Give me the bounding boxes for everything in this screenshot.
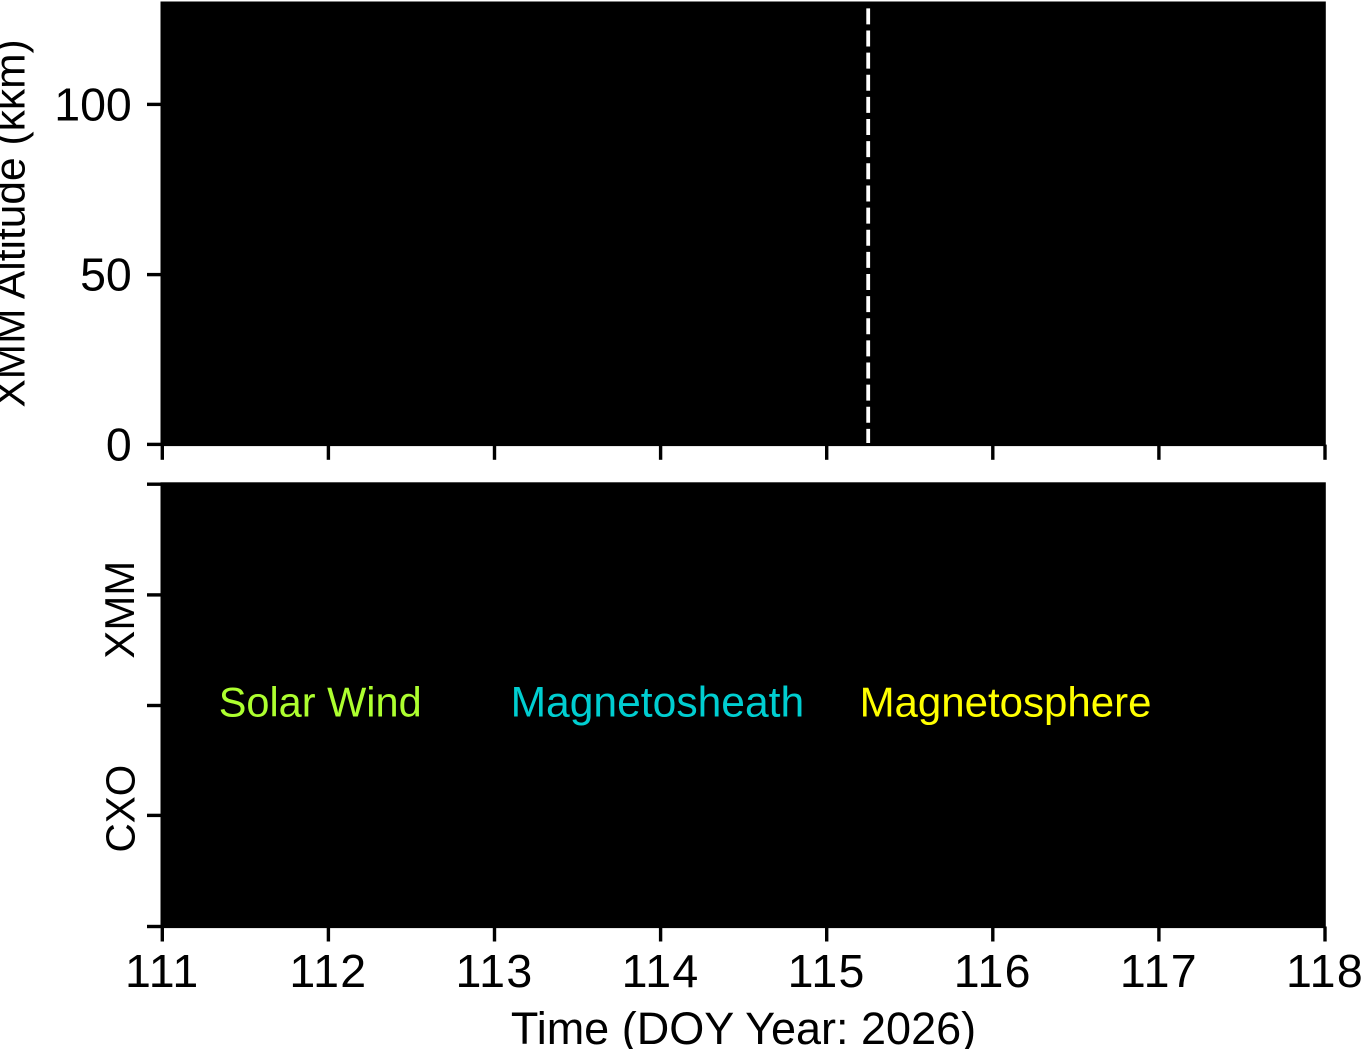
svg-text:100: 100 [54,78,132,130]
svg-text:114: 114 [622,945,700,997]
svg-text:XMM: XMM [96,561,143,659]
svg-text:112: 112 [289,945,367,997]
svg-text:50: 50 [80,249,132,301]
svg-text:Time (DOY Year: 2026): Time (DOY Year: 2026) [511,1003,976,1049]
svg-text:Solar Wind: Solar Wind [219,679,422,726]
svg-text:116: 116 [954,945,1032,997]
svg-text:Magnetosphere: Magnetosphere [860,679,1152,726]
svg-text:115: 115 [788,945,866,997]
svg-text:118: 118 [1286,945,1361,997]
svg-text:111: 111 [125,945,200,997]
svg-text:Magnetosheath: Magnetosheath [511,679,805,727]
svg-text:XMM Altitude (kkm): XMM Altitude (kkm) [0,39,35,407]
svg-text:0: 0 [106,418,132,470]
svg-text:117: 117 [1120,945,1198,997]
svg-text:113: 113 [455,945,533,997]
svg-text:CXO: CXO [98,765,144,853]
